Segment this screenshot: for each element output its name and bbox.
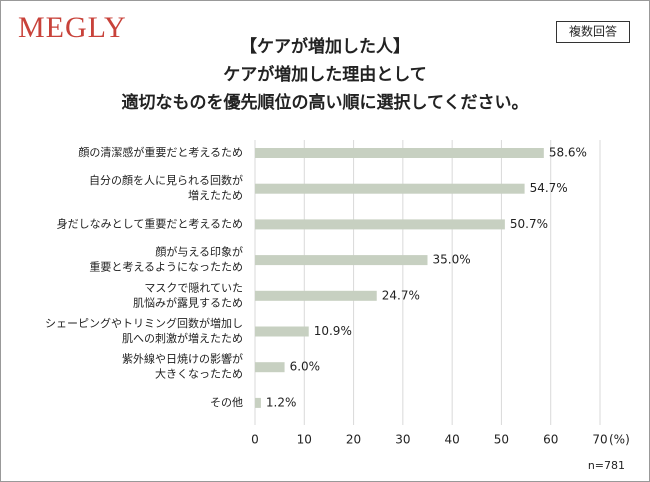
- label-line: 身だしなみとして重要だと考えるため: [57, 216, 243, 230]
- badge: 複数回答: [569, 24, 617, 39]
- y-tick-label: マスクで隠れていた肌悩みが露見するため: [133, 281, 243, 309]
- y-tick-label: 顔の清潔感が重要だと考えるため: [78, 145, 243, 159]
- brand-logo: MEGLY: [18, 11, 127, 44]
- x-tick-label: 0: [251, 433, 259, 447]
- x-tick-label: 10: [297, 433, 312, 447]
- y-tick-label: 身だしなみとして重要だと考えるため: [57, 216, 243, 230]
- label-line: 紫外線や日焼けの影響が: [122, 352, 243, 366]
- x-tick-label: 40: [445, 433, 460, 447]
- y-tick-label: その他: [210, 396, 243, 409]
- bar: [255, 326, 309, 337]
- value-label: 35.0%: [433, 253, 471, 267]
- badge-box: [556, 21, 630, 43]
- chart-title: 【ケアが増加した人】: [240, 36, 410, 57]
- label-line: その他: [210, 396, 243, 409]
- label-line: 肌悩みが露見するため: [133, 295, 243, 309]
- y-tick-label: 自分の顔を人に見られる回数が増えたため: [89, 173, 243, 202]
- sample-note: n=781: [588, 459, 625, 472]
- bar: [255, 148, 544, 158]
- label-line: 顔が与える印象が: [155, 245, 243, 259]
- x-unit: (%): [609, 433, 630, 447]
- y-tick-label: 顔が与える印象が重要と考えるようになったため: [89, 245, 243, 274]
- y-tick-label: シェーピングやトリミング回数が増加し肌への刺激が増えたため: [45, 316, 243, 345]
- x-tick-label: 70: [592, 433, 607, 447]
- x-tick-label: 20: [346, 433, 361, 447]
- value-label: 54.7%: [530, 181, 568, 195]
- label-line: 重要と考えるようになったため: [89, 260, 243, 274]
- x-tick-label: 50: [494, 433, 509, 447]
- chart-title: ケアが増加した理由として: [223, 64, 427, 85]
- label-line: 大きくなったため: [155, 367, 243, 381]
- y-tick-label: 紫外線や日焼けの影響が大きくなったため: [122, 352, 243, 381]
- label-line: 増えたため: [188, 189, 243, 202]
- label-line: 自分の顔を人に見られる回数が: [89, 173, 243, 187]
- value-label: 1.2%: [266, 395, 297, 409]
- chart-title: 適切なものを優先順位の高い順に選択してください。: [122, 92, 529, 113]
- bar: [255, 397, 261, 408]
- bar: [255, 183, 525, 194]
- value-label: 58.6%: [549, 146, 587, 160]
- value-label: 6.0%: [290, 360, 321, 374]
- bar: [255, 362, 285, 373]
- value-label: 24.7%: [382, 288, 420, 302]
- label-line: 顔の清潔感が重要だと考えるため: [78, 145, 243, 159]
- label-line: 肌への刺激が増えたため: [122, 331, 243, 345]
- bar: [255, 290, 377, 301]
- label-line: シェーピングやトリミング回数が増加し: [45, 316, 243, 330]
- value-label: 50.7%: [510, 217, 548, 231]
- value-label: 10.9%: [314, 324, 352, 338]
- x-tick-label: 60: [543, 433, 558, 447]
- label-line: マスクで隠れていた: [144, 281, 243, 294]
- bar: [255, 219, 505, 230]
- bar: [255, 255, 428, 266]
- x-tick-label: 30: [395, 433, 410, 447]
